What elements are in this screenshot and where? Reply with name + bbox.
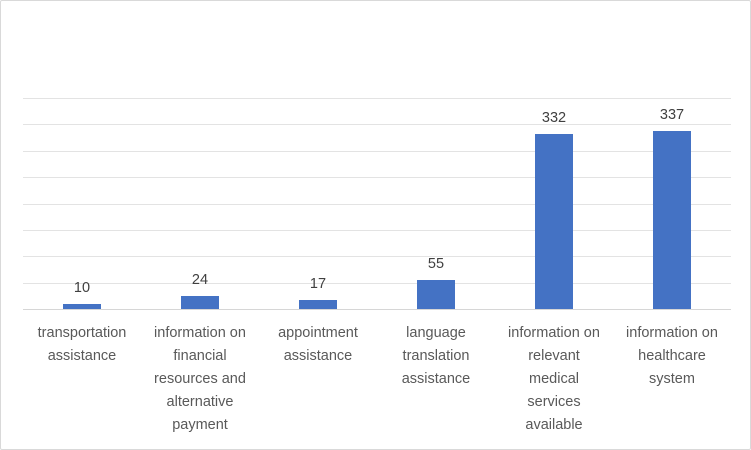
gridline xyxy=(23,282,731,284)
bar xyxy=(181,296,219,309)
x-axis-label: language translation assistance xyxy=(401,325,471,387)
bar xyxy=(299,300,337,309)
x-axis-label: information on healthcare system xyxy=(626,325,718,387)
x-axis-label: information on relevant medical services… xyxy=(508,325,600,433)
gridline xyxy=(23,177,731,179)
bar xyxy=(653,131,691,309)
plot-area: 10 24 17 55 332 337 xyxy=(23,98,731,310)
x-axis-labels: transportation assistance information on … xyxy=(23,322,731,437)
x-axis-label: information on financial resources and a… xyxy=(154,325,246,433)
gridline xyxy=(23,256,731,258)
gridline xyxy=(23,150,731,152)
bar-value-label: 24 xyxy=(191,272,209,288)
gridline xyxy=(23,203,731,205)
x-axis-label: transportation assistance xyxy=(37,325,127,364)
x-axis-label: appointment assistance xyxy=(278,325,358,364)
bar xyxy=(63,304,101,309)
bar-value-label: 332 xyxy=(541,110,567,126)
gridline xyxy=(23,229,731,231)
bar xyxy=(535,134,573,309)
gridline xyxy=(23,124,731,126)
bar-value-label: 55 xyxy=(427,256,445,272)
gridline xyxy=(23,98,731,99)
bar-value-label: 10 xyxy=(73,280,91,296)
bar xyxy=(417,280,455,309)
bar-value-label: 337 xyxy=(659,107,685,123)
x-axis-line xyxy=(23,309,731,310)
bar-value-label: 17 xyxy=(309,276,327,292)
